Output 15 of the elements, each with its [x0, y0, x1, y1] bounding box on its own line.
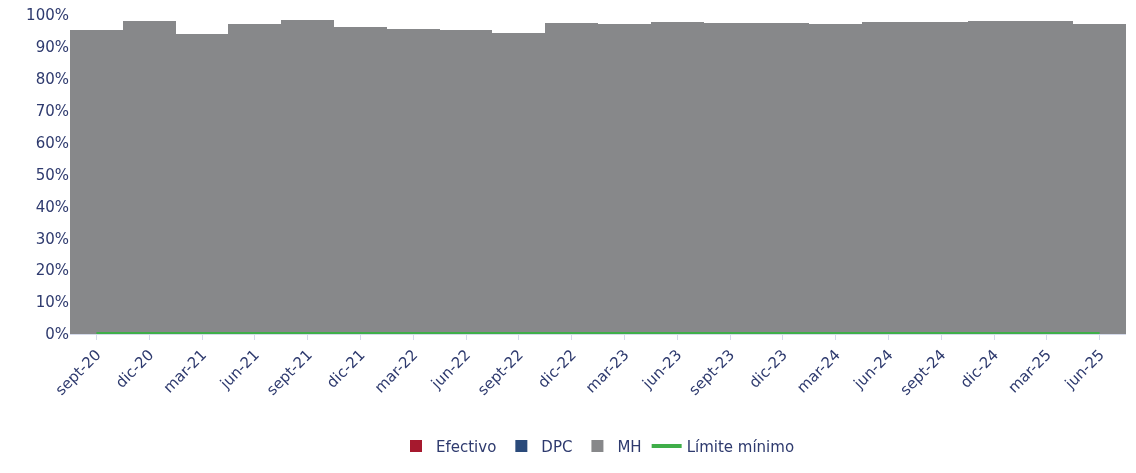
y-tick-label: 70%	[35, 101, 69, 120]
y-tick-label: 50%	[35, 165, 69, 184]
y-tick-label: 80%	[35, 70, 69, 89]
legend-label: Límite mínimo	[686, 437, 795, 456]
y-tick-label: 20%	[35, 261, 69, 280]
y-tick-label: 60%	[35, 133, 69, 152]
y-tick-label: 40%	[35, 197, 69, 216]
y-tick-label: 10%	[35, 293, 69, 312]
y-tick-label: 30%	[35, 229, 69, 248]
y-tick-label: 100%	[26, 6, 69, 25]
legend-label: DPC	[541, 437, 573, 456]
y-tick-label: 0%	[45, 325, 69, 344]
legend-label: Efectivo	[436, 437, 497, 456]
legend-label: MH	[617, 437, 642, 456]
y-tick-label: 90%	[35, 38, 69, 57]
